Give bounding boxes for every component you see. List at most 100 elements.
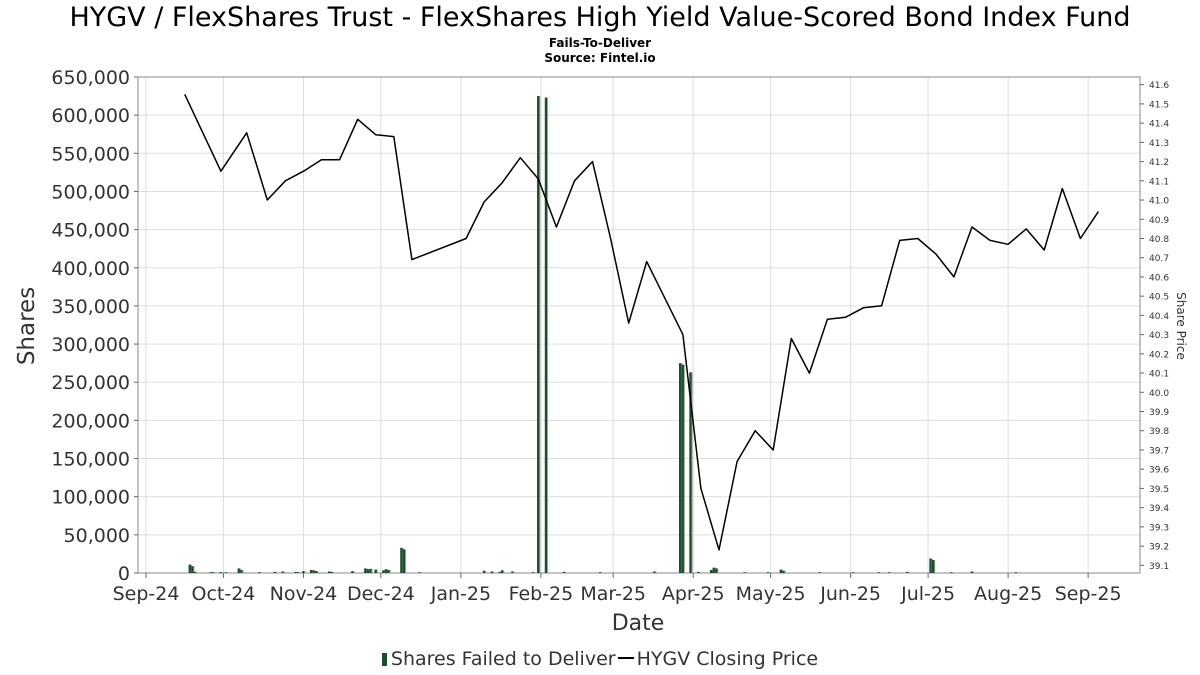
ftd-bar [351,571,354,573]
legend: Shares Failed to Deliver HYGV Closing Pri… [0,648,1200,670]
ftd-bar-shade [420,572,422,573]
x-tick-label: Aug-25 [974,583,1042,605]
ftd-bar [1014,572,1018,573]
ftd-bar [544,97,548,573]
ftd-bar-shade [503,570,505,573]
y2-tick-label: 40.4 [1149,312,1169,322]
y-tick-label: 400,000 [51,258,130,280]
plot-area [137,76,1141,574]
ftd-bar-shade [276,571,278,573]
y2-tick-label: 40.0 [1149,389,1169,399]
y-tick-label: 450,000 [51,220,130,242]
y2-tick-label: 39.6 [1149,466,1169,476]
y2-tick-label: 40.9 [1149,216,1169,226]
ftd-bar [851,572,855,573]
ftd-bar-shade [193,566,195,573]
y2-tick-label: 41.4 [1149,120,1169,130]
y2-tick-label: 40.7 [1149,254,1169,264]
y2-tick-label: 41.2 [1149,158,1169,168]
x-tick-label: Mar-25 [580,583,646,605]
ftd-bar [877,572,881,573]
ftd-bar-shade [769,572,771,573]
ftd-bar-shade [655,571,657,573]
chart-title: HYGV / FlexShares Trust - FlexShares Hig… [69,2,1131,33]
ftd-bar-shade [601,572,603,573]
y2-tick-label: 39.1 [1149,562,1169,572]
ftd-bar-shade [683,364,685,573]
ftd-bar-shade [880,572,882,573]
ftd-bar [709,569,713,573]
ftd-bar-shade [934,560,936,573]
ftd-bar [500,570,504,573]
y2-tick-label: 40.2 [1149,350,1169,360]
y-tick-label: 300,000 [51,334,130,356]
ftd-bar [490,571,494,573]
ftd-bar [384,569,388,573]
chart-subtitle: Fails-To-Deliver [548,36,652,50]
ftd-bar [689,372,692,573]
ftd-bar-shade [242,569,244,573]
ftd-bar-shade [283,571,285,573]
ftd-bar-shade [376,569,378,573]
y2-tick-label: 41.0 [1149,197,1169,207]
grid [138,76,1140,574]
ftd-bar [598,572,602,573]
axes: 0 50,000 100,000 150,000 200,000 250,000 300,0… [51,67,1169,605]
y2-tick-label: 40.3 [1149,331,1169,341]
ftd-bar [364,568,367,573]
ftd-bar [302,571,305,573]
y2-tick-label: 39.2 [1149,543,1169,553]
ftd-bar [562,571,566,573]
ftd-bar [888,572,891,573]
x-tick-label: Nov-24 [270,583,338,605]
y2-tick-label: 40.1 [1149,370,1169,380]
ftd-bar-shade [952,572,954,573]
y2-tick-label: 41.5 [1149,100,1169,110]
ftd-bar [712,567,716,573]
x-tick-label: Jun-25 [819,583,881,605]
price-line [184,93,1100,551]
ftd-bar [531,572,535,573]
ftd-bar-shade [332,571,334,573]
ftd-bar [931,560,935,573]
ftd-bar [240,569,243,573]
y-tick-label: 0 [118,563,130,585]
ftd-bar [387,569,390,573]
ftd-bar [697,571,700,573]
legend-label-ftd: Shares Failed to Deliver [390,648,616,670]
y2-tick-label: 39.8 [1149,427,1169,437]
ftd-bar-shade [304,571,306,573]
ftd-bar [309,569,313,573]
y2-tick-label: 41.3 [1149,139,1169,149]
y-tick-label: 200,000 [51,410,130,432]
y-tick-label: 550,000 [51,143,130,165]
y2-tick-label: 39.9 [1149,408,1169,418]
ftd-bar-shade [784,570,786,573]
y-tick-label: 100,000 [51,487,130,509]
x-tick-label: Sep-24 [113,583,180,605]
ftd-bar [211,572,215,573]
ftd-bar [743,572,747,573]
ftd-bars [188,96,1018,574]
y2-tick-label: 41.1 [1149,177,1169,187]
ftd-bar [382,570,385,573]
x-tick-label: Feb-25 [509,583,574,605]
x-tick-label: Sep-25 [1055,583,1122,605]
ftd-bar [296,572,300,573]
ftd-bar-shade [260,572,262,573]
ftd-bar [219,572,223,573]
y2-tick-label: 40.5 [1149,293,1169,303]
ftd-bar [369,568,372,573]
ftd-bar [400,547,403,573]
ftd-bar [193,571,197,573]
ftd-bar [374,569,378,573]
chart-source: Source: Fintel.io [544,51,656,65]
ftd-bar-shade [820,572,822,573]
ftd-bar-shade [534,572,536,573]
ftd-bar [312,570,316,573]
ftd-bar [327,571,331,573]
ftd-bar [224,572,228,573]
ftd-bar [418,572,421,573]
y2-tick-label: 39.3 [1149,523,1169,533]
